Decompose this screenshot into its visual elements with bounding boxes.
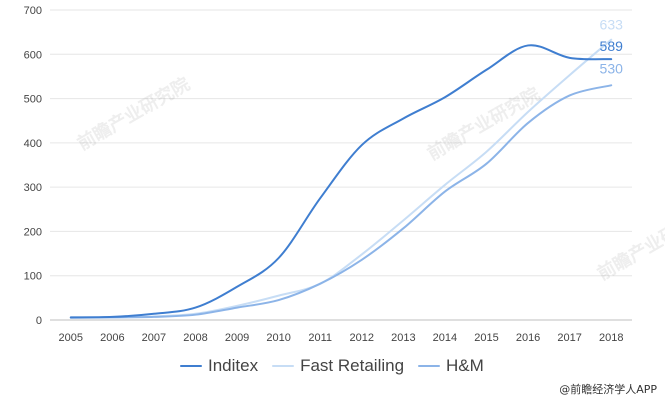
x-tick-label-2016: 2016 (516, 332, 540, 344)
x-tick-label-2014: 2014 (433, 332, 457, 344)
legend: Inditex Fast Retailing H&M (180, 356, 498, 376)
y-tick-label-0: 0 (36, 315, 42, 327)
x-tick-label-2007: 2007 (142, 332, 166, 344)
y-tick-label-500: 500 (24, 94, 42, 106)
legend-swatch-inditex (180, 364, 202, 368)
series-line-inditex (69, 44, 613, 319)
y-tick-label-100: 100 (24, 271, 42, 283)
x-tick-label-2013: 2013 (391, 332, 415, 344)
legend-label-inditex: Inditex (208, 356, 259, 375)
legend-label-fast-retailing: Fast Retailing (300, 356, 405, 375)
legend-swatch-fast-retailing (272, 364, 295, 368)
x-tick-label-2015: 2015 (474, 332, 498, 344)
y-tick-label-400: 400 (24, 138, 42, 150)
x-tick-label-2008: 2008 (183, 332, 207, 344)
x-tick-label-2005: 2005 (59, 332, 83, 344)
data-label-h-m: 530 (600, 60, 624, 76)
x-tick-label-2006: 2006 (100, 332, 124, 344)
x-tick-label-2011: 2011 (308, 332, 332, 344)
y-tick-label-600: 600 (24, 49, 42, 61)
legend-item-inditex: Inditex (180, 356, 258, 376)
source-credit: @前瞻经济学人APP (559, 383, 657, 396)
legend-item-hm: H&M (418, 356, 484, 376)
series-line-h-m (69, 84, 613, 319)
legend-label-hm: H&M (446, 356, 484, 375)
y-tick-label-200: 200 (24, 226, 42, 238)
x-tick-label-2018: 2018 (599, 332, 623, 344)
legend-swatch-hm (418, 364, 441, 368)
data-label-fast-retailing: 633 (600, 17, 624, 33)
x-tick-label-2012: 2012 (350, 332, 374, 344)
legend-item-fast-retailing: Fast Retailing (272, 356, 404, 376)
y-tick-label-300: 300 (24, 182, 42, 194)
y-tick-label-700: 700 (24, 5, 42, 17)
x-tick-label-2009: 2009 (225, 332, 249, 344)
x-tick-label-2010: 2010 (266, 332, 290, 344)
data-label-inditex: 589 (600, 38, 624, 54)
x-tick-label-2017: 2017 (557, 332, 581, 344)
